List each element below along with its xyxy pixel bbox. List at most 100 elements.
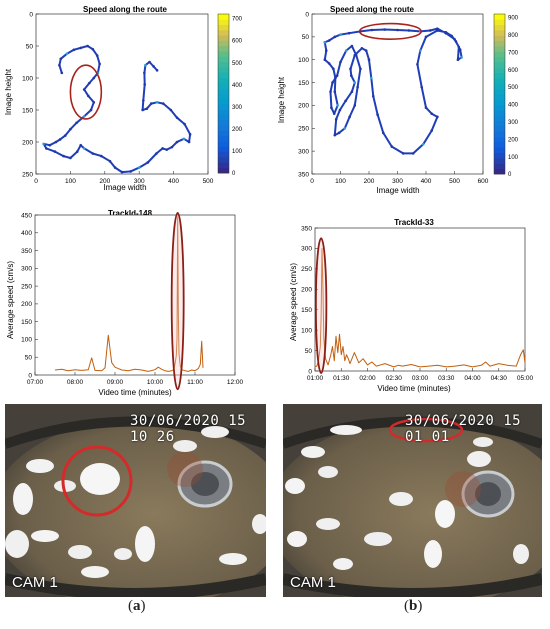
route-point xyxy=(58,138,62,141)
route-point xyxy=(344,99,347,103)
x-tick-label: 07:00 xyxy=(27,379,44,386)
colorbar-tick-label: 700 xyxy=(232,17,243,23)
route-axes-b: 0 100 200 300 400 500 600 0 50 100 150 200 250 300 350 xyxy=(298,11,489,185)
colorbar-segment xyxy=(494,126,505,132)
y-tick-label: 150 xyxy=(22,107,33,114)
route-point xyxy=(333,90,337,94)
colorbar-segment xyxy=(494,158,505,164)
x-tick-label: 12:00 xyxy=(227,379,244,386)
x-tick-label: 0 xyxy=(310,178,314,185)
highlight-ellipse xyxy=(314,237,328,374)
route-point xyxy=(327,39,331,42)
route-point xyxy=(356,85,359,89)
route-point xyxy=(59,57,63,61)
route-point xyxy=(137,166,141,169)
route-plot-a: Speed along the route 0 100 200 300 400 50005… xyxy=(4,5,243,192)
colorbar-tick-label: 700 xyxy=(508,50,519,56)
y-tick-label: 150 xyxy=(301,307,312,314)
colorbar-segment xyxy=(218,141,229,147)
x-tick-label: 100 xyxy=(65,178,76,185)
colorbar-segment xyxy=(494,99,505,106)
route-point xyxy=(360,46,364,50)
caption-b-letter: b xyxy=(409,598,418,614)
route-point xyxy=(430,112,433,115)
route-point xyxy=(88,81,91,85)
camera-frame-a: 30/06/2020 15 10 26 CAM 1 xyxy=(5,404,266,597)
speed-title-a: TrackId-148 xyxy=(108,209,153,218)
route-point xyxy=(113,166,117,169)
route-point xyxy=(416,62,419,66)
route-point xyxy=(82,115,86,118)
colorbar-segment xyxy=(218,151,229,158)
route-point xyxy=(86,44,89,48)
route-point xyxy=(349,67,352,71)
route-point xyxy=(332,112,336,115)
route-title-a: Speed along the route xyxy=(83,5,168,14)
colorbar-segment xyxy=(218,35,229,41)
route-axes-a: 0 100 200 300 400 500 0 50 100 150 200 250 xyxy=(22,11,214,185)
colorbar-segment xyxy=(218,104,229,110)
colorbar-frame xyxy=(217,13,230,174)
colorbar-segment xyxy=(494,56,505,63)
y-tick-label: 300 xyxy=(301,246,312,253)
y-tick-label: 100 xyxy=(298,57,309,64)
x-tick-label: 09:00 xyxy=(107,379,124,386)
route-xlabel-b: Image width xyxy=(376,186,419,195)
y-tick-label: 50 xyxy=(302,34,310,41)
route-point xyxy=(42,142,45,146)
route-point xyxy=(460,56,463,59)
route-point xyxy=(142,99,145,102)
colorbar-b: 0 100 200 300 400 500 600 700 800 900 xyxy=(493,13,519,178)
route-point xyxy=(436,27,439,30)
route-point xyxy=(334,76,337,80)
colorbar-tick-label: 400 xyxy=(232,83,243,89)
route-point xyxy=(456,58,460,62)
route-point xyxy=(69,127,72,131)
y-tick-label: 350 xyxy=(21,248,32,255)
colorbar-segment xyxy=(218,40,229,47)
route-point xyxy=(175,140,179,144)
colorbar-segment xyxy=(494,62,505,68)
route-point xyxy=(334,117,338,121)
route-point xyxy=(454,40,458,43)
route-point xyxy=(188,133,192,136)
colorbar-segment xyxy=(218,162,229,169)
speed-xlabel-b: Video time (minutes) xyxy=(377,384,451,393)
route-point xyxy=(82,147,86,150)
route-point xyxy=(329,90,332,94)
route-point xyxy=(58,63,61,67)
colorbar-tick-label: 300 xyxy=(508,120,519,126)
colorbar-segment xyxy=(494,46,505,52)
route-point xyxy=(146,161,150,164)
colorbar-tick-label: 0 xyxy=(232,171,236,177)
colorbar-a: 0 100 200 300 400 500 600 700 xyxy=(217,13,243,177)
speed-plot-a: TrackId-148 07:00 08:00 09:00 10:00 11:00 12:… xyxy=(6,209,244,397)
route-point xyxy=(350,90,354,94)
route-point xyxy=(450,34,453,38)
route-point xyxy=(333,133,337,137)
colorbar-tick-label: 800 xyxy=(508,33,519,39)
colorbar-segment xyxy=(494,35,505,42)
route-point xyxy=(108,159,112,163)
route-point xyxy=(86,94,90,98)
route-point xyxy=(390,145,394,148)
colorbar-segment xyxy=(218,157,229,163)
caption-a-letter: a xyxy=(133,598,141,614)
route-point xyxy=(331,81,334,84)
speed-marks-b xyxy=(314,237,526,374)
route-point xyxy=(69,156,72,160)
route-point xyxy=(141,108,144,112)
route-point xyxy=(369,76,373,80)
route-point xyxy=(92,76,96,80)
x-tick-label: 01:00 xyxy=(307,375,324,382)
route-point xyxy=(95,54,99,57)
y-tick-label: 0 xyxy=(29,11,33,18)
y-tick-label: 250 xyxy=(301,266,312,273)
y-tick-label: 150 xyxy=(298,80,309,87)
highlight-circle-b xyxy=(388,417,464,443)
x-tick-label: 400 xyxy=(421,178,432,185)
colorbar-segment xyxy=(494,40,505,47)
route-point xyxy=(120,170,124,174)
camera-scene-a xyxy=(5,404,266,597)
route-point xyxy=(436,29,439,32)
